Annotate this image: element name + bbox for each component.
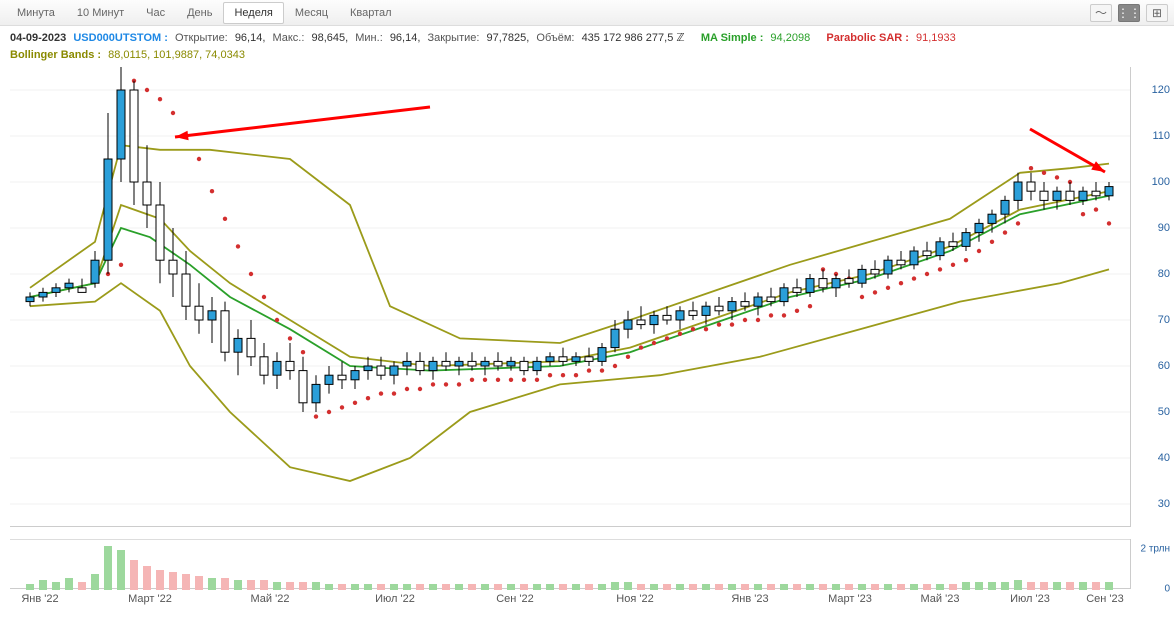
psar-val: 91,1933 xyxy=(916,32,956,44)
timeframe-container: Минута10 МинутЧасДеньНеделяМесяцКвартал xyxy=(6,2,403,24)
y-tick: 40 xyxy=(1158,452,1170,464)
timeframe-День[interactable]: День xyxy=(176,2,223,24)
y-tick: 30 xyxy=(1158,498,1170,510)
high-val: 98,645, xyxy=(311,32,348,44)
price-chart[interactable] xyxy=(10,67,1130,527)
timeframe-Минута[interactable]: Минута xyxy=(6,2,66,24)
x-tick: Май '22 xyxy=(251,593,290,605)
vol-tick: 0 xyxy=(1164,584,1170,595)
y-tick: 80 xyxy=(1158,268,1170,280)
vol-label: Объём: xyxy=(536,32,574,44)
timeframe-Месяц[interactable]: Месяц xyxy=(284,2,339,24)
info-panel: 04-09-2023 USD000UTSTOM : Открытие: 96,1… xyxy=(0,26,1174,67)
high-label: Макс.: xyxy=(272,32,304,44)
x-tick: Май '23 xyxy=(921,593,960,605)
timeframe-toolbar: Минута10 МинутЧасДеньНеделяМесяцКвартал … xyxy=(0,0,1174,26)
timeframe-Квартал[interactable]: Квартал xyxy=(339,2,403,24)
close-label: Закрытие: xyxy=(427,32,479,44)
low-label: Мин.: xyxy=(355,32,383,44)
ma-val: 94,2098 xyxy=(770,32,810,44)
bb-val: 88,0115, 101,9887, 74,0343 xyxy=(108,49,245,61)
close-val: 97,7825, xyxy=(487,32,530,44)
info-date: 04-09-2023 xyxy=(10,32,66,44)
timeframe-10 Минут[interactable]: 10 Минут xyxy=(66,2,135,24)
bb-label: Bollinger Bands : xyxy=(10,49,101,61)
ma-label: MA Simple : xyxy=(701,32,764,44)
x-tick: Март '23 xyxy=(828,593,872,605)
x-tick: Сен '22 xyxy=(496,593,534,605)
vol-val: 435 172 986 277,5 ℤ xyxy=(582,32,685,44)
x-tick: Март '22 xyxy=(128,593,172,605)
y-tick: 100 xyxy=(1152,176,1170,188)
x-tick: Июл '22 xyxy=(375,593,415,605)
low-val: 96,14, xyxy=(390,32,421,44)
timeframe-Час[interactable]: Час xyxy=(135,2,176,24)
x-tick: Янв '23 xyxy=(731,593,768,605)
psar-label: Parabolic SAR : xyxy=(826,32,909,44)
y-tick: 60 xyxy=(1158,360,1170,372)
volume-y-axis: 02 трлн xyxy=(1130,539,1174,589)
vol-tick: 2 трлн xyxy=(1141,544,1171,555)
open-label: Открытие: xyxy=(175,32,228,44)
x-axis: Янв '22 Март '22 Май '22 Июл '22 Сен '22 Ноя … xyxy=(10,591,1130,611)
y-tick: 50 xyxy=(1158,406,1170,418)
open-val: 96,14, xyxy=(235,32,266,44)
line-chart-icon[interactable]: ～ xyxy=(1090,4,1112,22)
x-tick: Янв '22 xyxy=(21,593,58,605)
price-y-axis: 30 40 50 60 70 80 90 100 110 120 xyxy=(1130,67,1174,527)
info-symbol: USD000UTSTOM : xyxy=(73,32,168,44)
x-tick: Сен '23 xyxy=(1086,593,1124,605)
y-tick: 90 xyxy=(1158,222,1170,234)
indicators-icon[interactable]: ⋮⋮ xyxy=(1118,4,1140,22)
volume-panel[interactable] xyxy=(10,539,1130,589)
x-tick: Ноя '22 xyxy=(616,593,653,605)
y-tick: 110 xyxy=(1152,130,1170,142)
timeframe-Неделя[interactable]: Неделя xyxy=(223,2,283,24)
chart-wrap: 30405060708090100110120 02 трлн Янв '22М… xyxy=(0,67,1174,577)
y-tick: 120 xyxy=(1152,84,1170,96)
tool-icons: ～ ⋮⋮ ⊞ xyxy=(1090,4,1168,22)
x-tick: Июл '23 xyxy=(1010,593,1050,605)
candle-icon[interactable]: ⊞ xyxy=(1146,4,1168,22)
y-tick: 70 xyxy=(1158,314,1170,326)
